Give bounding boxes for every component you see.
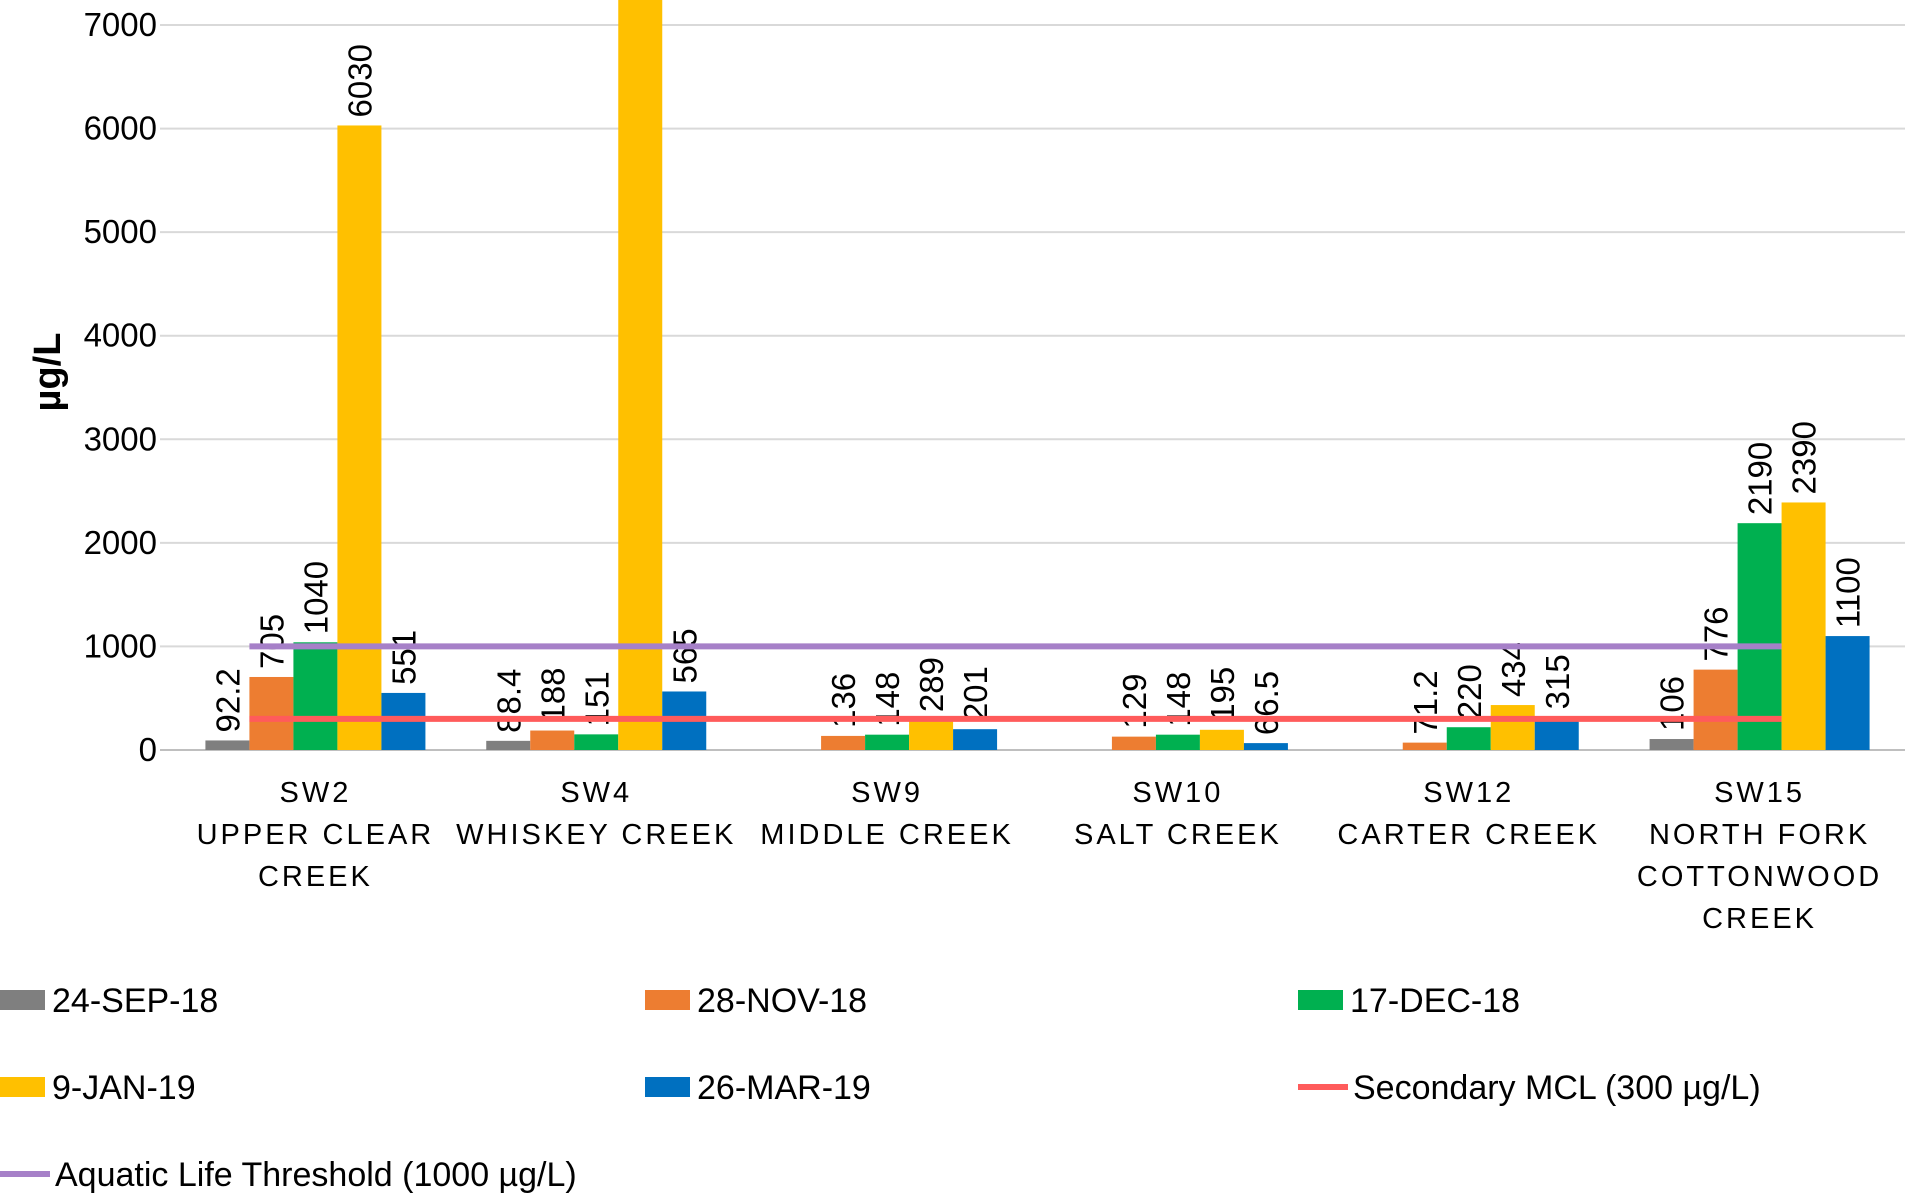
category-label: UPPER CLEAR [197,819,435,851]
legend-swatch [645,1077,690,1097]
data-label: 776 [1698,607,1735,662]
data-label: 88.4 [490,669,527,733]
category-label: SW12 [1423,777,1514,809]
category-label: CREEK [258,861,373,893]
legend-label: 28-NOV-18 [697,982,867,1020]
legend-label: 17-DEC-18 [1350,982,1520,1020]
data-label: 289 [913,657,950,712]
legend-swatch [1298,990,1343,1010]
data-label: 106 [1654,676,1691,731]
data-label: 1040 [297,561,334,634]
y-tick-label: 1000 [84,627,157,664]
bar [1402,742,1447,750]
bar [574,734,619,750]
bar [1534,717,1579,750]
legend-label: 26-MAR-19 [697,1069,871,1107]
category-label: SW15 [1714,777,1805,809]
bar [1781,502,1826,750]
data-label: 2390 [1786,421,1823,494]
category-label: SW9 [851,777,923,809]
bar [909,720,954,750]
data-label: 6030 [341,44,378,117]
category-label: SW4 [560,777,632,809]
data-label: 66.5 [1248,671,1285,735]
bar [1825,636,1870,750]
bar [1155,734,1200,750]
legend-label: Secondary MCL (300 µg/L) [1353,1069,1761,1107]
y-axis-title: µg/L [27,333,69,412]
legend-label: 24-SEP-18 [52,982,218,1020]
legend-label: Aquatic Life Threshold (1000 µg/L) [55,1156,577,1194]
data-label: 1100 [1830,557,1867,628]
category-label: MIDDLE CREEK [760,819,1014,851]
category-label: SALT CREEK [1074,819,1282,851]
data-label: 195 [1204,667,1241,722]
y-tick-label: 5000 [84,213,157,250]
data-label: 565 [666,628,703,683]
data-label: 201 [957,666,994,721]
bar [1199,729,1244,750]
data-label: 705 [253,614,290,669]
legend-swatch [0,990,45,1010]
category-label: CREEK [1702,903,1817,935]
bar [821,735,866,750]
data-label: 92.2 [209,668,246,732]
category-label: WHISKEY CREEK [456,819,736,851]
bar [1490,705,1535,750]
data-label: 188 [534,667,571,722]
bar [1693,669,1738,750]
bar [618,0,663,750]
bar [486,740,531,750]
y-tick-label: 0 [139,731,157,768]
bar [337,125,382,750]
y-tick-label: 2000 [84,524,157,561]
y-tick-label: 7000 [84,6,157,43]
bar [205,740,250,750]
category-label: NORTH FORK [1649,819,1870,851]
data-label: 2190 [1742,442,1779,515]
bar [293,642,338,750]
bar [1446,727,1491,750]
y-tick-label: 4000 [84,317,157,354]
data-label: 434 [1495,642,1532,697]
bar [249,676,294,750]
data-label: 220 [1451,664,1488,719]
bar [953,729,998,750]
bar [1243,743,1288,750]
data-label: 71.2 [1407,670,1444,734]
category-label: SW10 [1132,777,1223,809]
bar [1111,736,1156,750]
bar [1649,739,1694,750]
bar [865,734,910,750]
legend-swatch [0,1077,45,1097]
data-label: 315 [1539,654,1576,709]
category-label: SW2 [279,777,351,809]
legend-swatch [645,990,690,1010]
legend-label: 9-JAN-19 [52,1069,196,1107]
bar [1737,523,1782,750]
category-label: CARTER CREEK [1337,819,1600,851]
y-tick-label: 3000 [84,420,157,457]
y-tick-label: 6000 [84,110,157,147]
data-label: 551 [385,630,422,685]
category-label: COTTONWOOD [1637,861,1882,893]
bar [530,730,575,750]
